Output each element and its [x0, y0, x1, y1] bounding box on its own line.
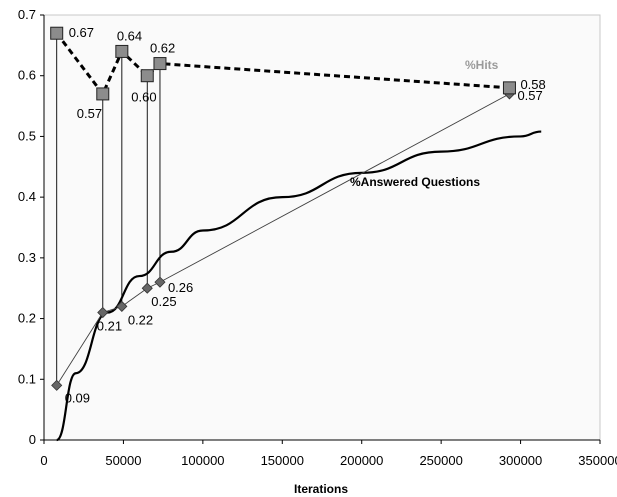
- hits-series-point: [115, 44, 129, 58]
- hits-series-point: [140, 69, 154, 83]
- lower-series-data-label: 0.25: [151, 294, 176, 309]
- lower-series-data-label: 0.09: [65, 390, 90, 405]
- y-tick-label: 0.6: [18, 68, 36, 83]
- hits-series-data-label: 0.64: [117, 28, 142, 43]
- hits-series-point: [50, 26, 64, 40]
- x-tick-label: 50000: [105, 453, 141, 468]
- x-tick-label: 150000: [261, 453, 304, 468]
- hits-series-point: [96, 87, 110, 101]
- hits-series-data-label: 0.57: [77, 106, 102, 121]
- hits-series-point: [502, 81, 516, 95]
- lower-series-data-label: 0.26: [168, 280, 193, 295]
- hits-series-data-label: 0.58: [520, 77, 545, 92]
- y-tick-label: 0: [29, 432, 36, 447]
- hits-series-line: [55, 32, 510, 97]
- hits-series-data-label: 0.60: [131, 90, 156, 105]
- x-axis-title: Iterations: [294, 482, 348, 496]
- y-tick-label: 0.4: [18, 189, 36, 204]
- lower-series-point: [141, 282, 153, 294]
- lower-series-data-label: 0.21: [97, 319, 122, 334]
- lower-series-point: [116, 300, 128, 312]
- y-tick-label: 0.5: [18, 128, 36, 143]
- y-tick-label: 0.7: [18, 7, 36, 22]
- plot-area: [43, 14, 601, 441]
- x-tick-label: 100000: [181, 453, 224, 468]
- x-tick-label: 0: [40, 453, 47, 468]
- hits-series-label: %Hits: [465, 58, 499, 72]
- marks: 0.09 0.21 0.22 0.250.26 0.57 0.67 0.57 0.64 0.60…: [50, 25, 546, 442]
- lower-series-point: [97, 306, 109, 319]
- y-tick-label: 0.2: [18, 311, 36, 326]
- x-tick-label: 200000: [340, 453, 383, 468]
- hits-series-point: [153, 57, 167, 71]
- y-tick-label: 0.3: [18, 250, 36, 265]
- x-tick-label: 250000: [419, 453, 462, 468]
- lower-series-data-label: 0.22: [128, 312, 153, 327]
- lower-series-line: [56, 93, 510, 386]
- answered-questions-series-label: %Answered Questions: [350, 175, 480, 189]
- x-tick-label: 300000: [499, 453, 542, 468]
- lower-series-data-label: 0.57: [517, 88, 542, 103]
- hits-series-data-label: 0.62: [150, 41, 175, 56]
- lower-series-point: [154, 276, 166, 288]
- hits-series-data-label: 0.67: [69, 25, 94, 40]
- y-tick-label: 0.1: [18, 371, 36, 386]
- answered-questions-curve: [56, 130, 542, 442]
- plot-background: [43, 14, 601, 441]
- axes: 0 0.1 0.2 0.3 0.4 0.5 0.6 0.7 0 50000 100000 150000…: [18, 7, 617, 468]
- lower-series-point: [51, 379, 63, 391]
